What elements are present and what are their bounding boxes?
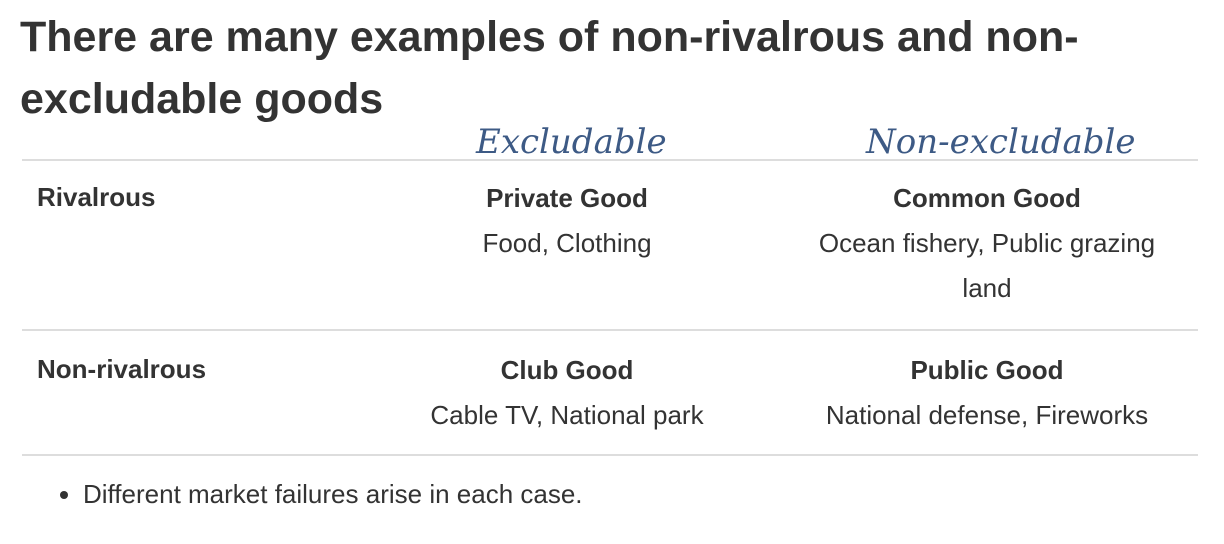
- table-rule: [22, 159, 1198, 161]
- cell-examples: Ocean fishery, Public grazing land: [818, 228, 1156, 303]
- table-rule: [22, 329, 1198, 331]
- table-cell: Club Good Cable TV, National park: [372, 348, 762, 438]
- cell-title: Public Good: [910, 355, 1064, 385]
- handwritten-annotation: Excludable: [476, 122, 667, 162]
- bullet-list: Different market failures arise in each …: [50, 474, 583, 514]
- table-cell: Common Good Ocean fishery, Public grazin…: [792, 176, 1182, 311]
- row-label: Non-rivalrous: [37, 354, 207, 384]
- cell-title: Private Good: [486, 183, 648, 213]
- cell-examples: Food, Clothing: [482, 228, 652, 258]
- row-label: Rivalrous: [37, 182, 156, 212]
- table-cell: Private Good Food, Clothing: [372, 176, 762, 266]
- bullet-item: Different market failures arise in each …: [83, 474, 583, 514]
- slide-title: There are many examples of non-rivalrous…: [20, 13, 1079, 123]
- cell-title: Common Good: [893, 183, 1081, 213]
- cell-examples: National defense, Fireworks: [825, 400, 1149, 430]
- handwritten-annotation: Non-excludable: [866, 122, 1136, 162]
- cell-examples: Cable TV, National park: [430, 400, 704, 430]
- table-cell: Public Good National defense, Fireworks: [792, 348, 1182, 438]
- table-rule: [22, 454, 1198, 456]
- cell-title: Club Good: [500, 355, 634, 385]
